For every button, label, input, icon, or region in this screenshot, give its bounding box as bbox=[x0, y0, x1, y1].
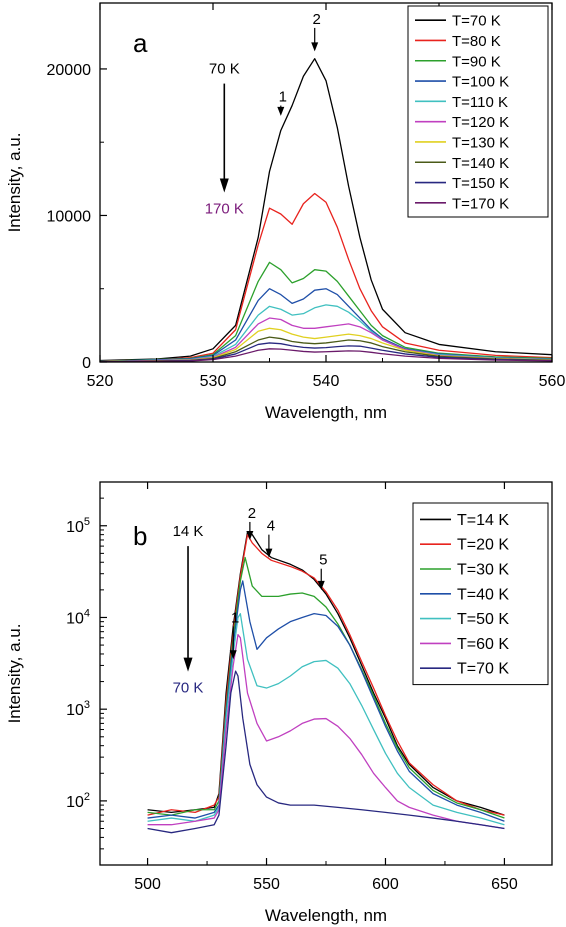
x-tick-label: 600 bbox=[372, 876, 399, 893]
y-tick-label: 102 bbox=[66, 791, 90, 811]
legend-entry: T=130 K bbox=[452, 134, 509, 151]
y-tick-label: 105 bbox=[66, 516, 90, 536]
series-line-t-70-k bbox=[147, 670, 505, 834]
y-tick-exponent: 2 bbox=[84, 791, 90, 803]
panel-a: 520 530 540 550 560 0 10000 20000 Wavelength, nm… bbox=[5, 2, 566, 422]
peak-arrow-head bbox=[265, 548, 273, 558]
range-from-label: 14 K bbox=[173, 523, 204, 540]
y-tick-mantissa: 10 bbox=[66, 702, 84, 719]
series-line-t-100-k bbox=[100, 288, 552, 362]
x-tick-label: 500 bbox=[134, 876, 161, 893]
range-to-label: 170 K bbox=[205, 200, 244, 217]
y-axis-label: Intensity, a.u. bbox=[5, 133, 24, 233]
x-tick-label: 560 bbox=[539, 373, 566, 390]
series-line-t-130-k bbox=[100, 327, 552, 362]
x-tick-label: 550 bbox=[426, 373, 453, 390]
y-tick-label: 104 bbox=[66, 607, 90, 627]
x-tick-label: 540 bbox=[313, 373, 340, 390]
x-tick-label: 520 bbox=[87, 373, 114, 390]
y-tick-mantissa: 10 bbox=[66, 519, 84, 536]
peak-arrow-head bbox=[246, 530, 254, 540]
series-line-t-150-k bbox=[100, 342, 552, 362]
range-arrow-head bbox=[183, 657, 193, 672]
legend-entry: T=70 K bbox=[452, 13, 501, 30]
y-tick-mantissa: 10 bbox=[66, 610, 84, 627]
y-tick-label: 103 bbox=[66, 699, 90, 719]
range-arrow-head bbox=[219, 178, 229, 193]
peak-label: 1 bbox=[279, 89, 287, 106]
peak-label: 1 bbox=[231, 609, 239, 626]
panel-label: b bbox=[133, 521, 147, 551]
series-line-t-170-k bbox=[100, 348, 552, 362]
y-axis-label: Intensity, a.u. bbox=[5, 624, 24, 724]
y-tick-exponent: 3 bbox=[84, 699, 90, 711]
x-tick-label: 650 bbox=[491, 876, 518, 893]
y-tick-mantissa: 10 bbox=[66, 794, 84, 811]
legend-entry: T=140 K bbox=[452, 155, 509, 172]
peak-arrow-head bbox=[277, 106, 285, 116]
y-tick-exponent: 5 bbox=[84, 516, 90, 528]
legend-entry: T=110 K bbox=[452, 94, 508, 111]
series-line-t-120-k bbox=[100, 317, 552, 362]
peak-label: 5 bbox=[319, 552, 327, 569]
legend-entry: T=60 K bbox=[457, 636, 509, 653]
series-line-t-60-k bbox=[147, 633, 505, 830]
y-tick-exponent: 4 bbox=[84, 607, 90, 619]
legend-entry: T=20 K bbox=[457, 537, 509, 554]
y-tick-label: 0 bbox=[82, 355, 91, 372]
y-tick-label: 10000 bbox=[47, 208, 92, 225]
legend-entry: T=90 K bbox=[452, 53, 501, 70]
legend-entry: T=30 K bbox=[457, 562, 509, 579]
peak-arrow-head bbox=[317, 580, 325, 590]
peak-label: 4 bbox=[267, 518, 275, 535]
legend-entry: T=100 K bbox=[452, 74, 509, 91]
x-axis-label: Wavelength, nm bbox=[265, 906, 387, 925]
peak-label: 2 bbox=[248, 505, 256, 522]
series-line-t-90-k bbox=[100, 261, 552, 362]
series-line-t-140-k bbox=[100, 336, 552, 362]
legend-entry: T=170 K bbox=[452, 195, 509, 212]
x-axis-label: Wavelength, nm bbox=[265, 403, 387, 422]
series-line-t-70-k bbox=[100, 58, 552, 362]
legend-entry: T=50 K bbox=[457, 611, 509, 628]
range-from-label: 70 K bbox=[209, 61, 240, 78]
series-line-t-110-k bbox=[100, 304, 552, 362]
legend-entry: T=14 K bbox=[457, 512, 509, 529]
legend-entry: T=70 K bbox=[457, 661, 509, 678]
y-tick-label: 20000 bbox=[47, 62, 92, 79]
series-line-t-80-k bbox=[100, 192, 552, 362]
legend-entry: T=150 K bbox=[452, 175, 509, 192]
x-tick-label: 550 bbox=[253, 876, 280, 893]
panel-label: a bbox=[133, 28, 148, 58]
legend-entry: T=80 K bbox=[452, 33, 501, 50]
peak-arrow-head bbox=[311, 42, 319, 52]
peak-arrow-head bbox=[229, 650, 237, 660]
peak-label: 2 bbox=[313, 11, 321, 28]
x-tick-label: 530 bbox=[200, 373, 227, 390]
legend-entry: T=40 K bbox=[457, 586, 509, 603]
legend-entry: T=120 K bbox=[452, 114, 509, 131]
range-to-label: 70 K bbox=[173, 680, 204, 697]
